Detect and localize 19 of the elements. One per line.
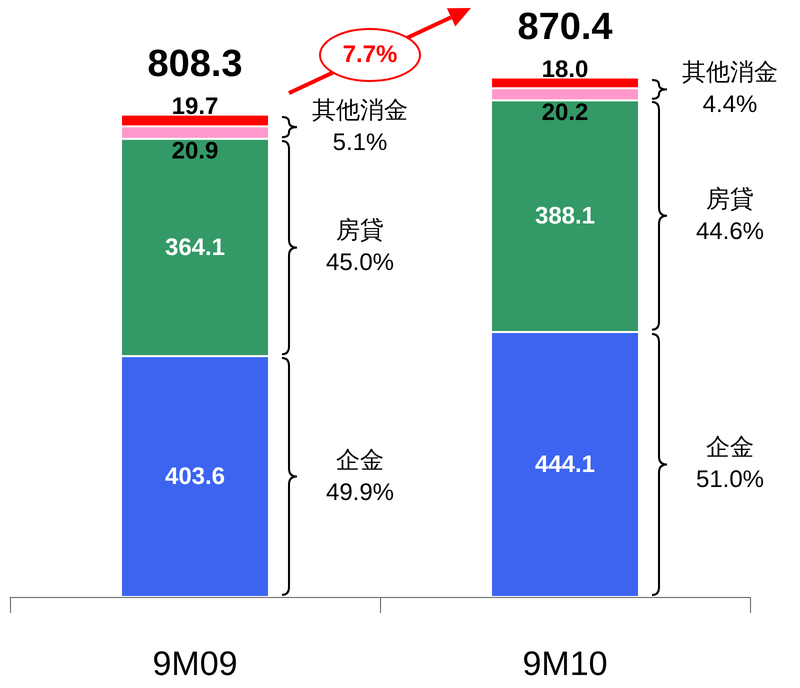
data-label: 19.7 xyxy=(172,93,218,120)
annotation: 企金 51.0% xyxy=(694,433,766,496)
data-label: 403.6 xyxy=(164,463,226,490)
annotation: 房貸 44.6% xyxy=(694,185,766,248)
data-label: 444.1 xyxy=(534,450,596,478)
text: 7.7% xyxy=(342,40,398,70)
annotation: 其他消金 5.1% xyxy=(311,96,409,158)
data-label: 388.1 xyxy=(534,202,596,230)
annotation: 企金 49.9% xyxy=(324,446,396,508)
data-label: 20.2 xyxy=(542,98,588,126)
x-tick-label: 9M09 xyxy=(152,645,238,683)
total-label: 870.4 xyxy=(516,6,614,49)
total-label: 808.3 xyxy=(146,42,244,86)
x-tick-label: 9M10 xyxy=(522,645,608,683)
data-label: 364.1 xyxy=(164,234,226,261)
annotation: 其他消金 4.4% xyxy=(681,58,779,120)
data-label: 20.9 xyxy=(172,137,218,164)
data-label: 18.0 xyxy=(542,56,588,84)
annotation: 房貸 45.0% xyxy=(324,216,396,278)
